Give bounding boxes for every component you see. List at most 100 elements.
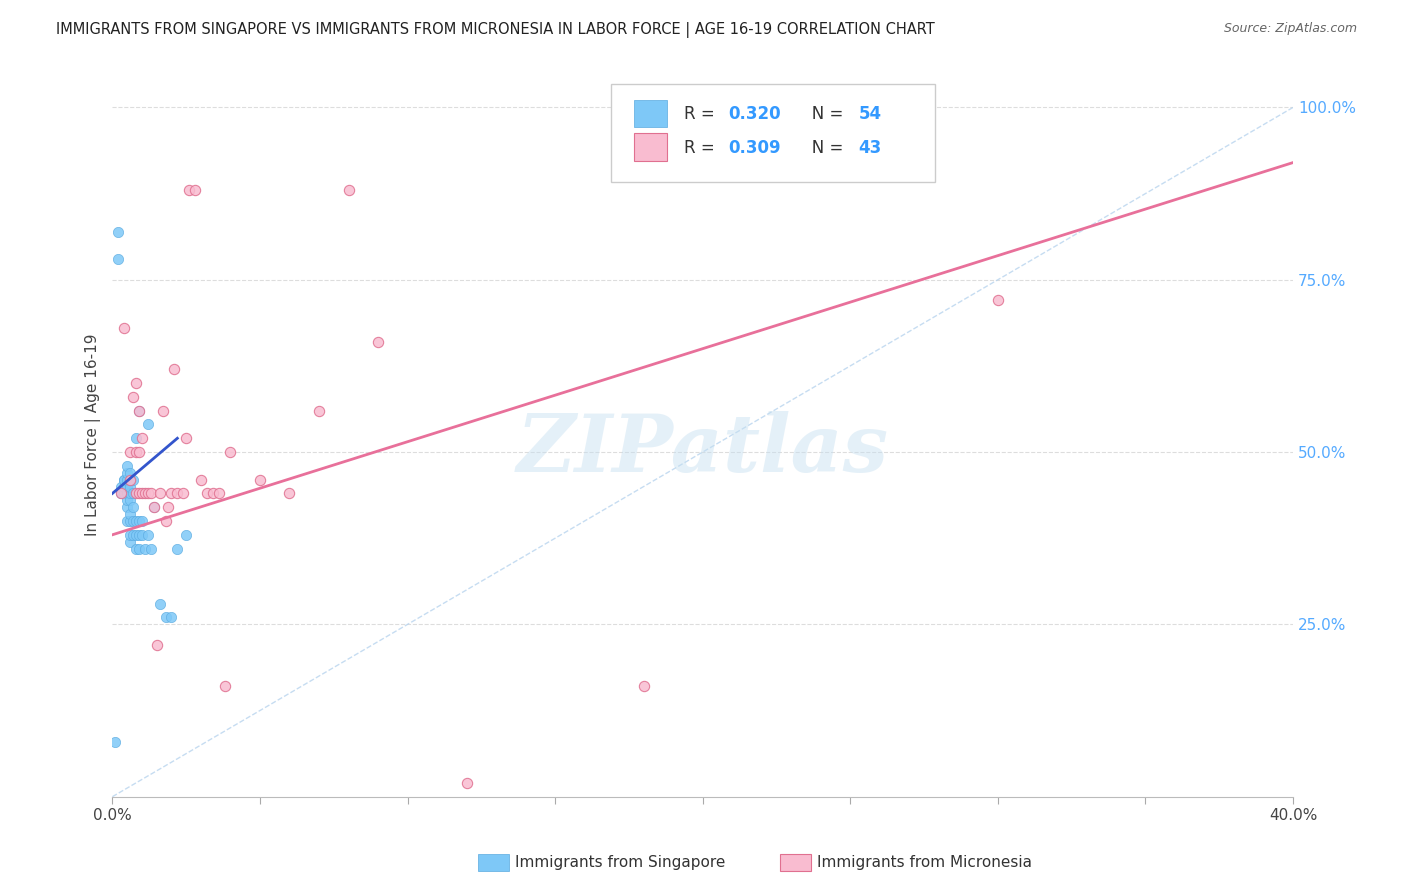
Point bbox=[160, 486, 183, 500]
Point bbox=[149, 486, 172, 500]
Point bbox=[139, 486, 162, 500]
Point bbox=[195, 486, 218, 500]
Point bbox=[149, 597, 172, 611]
Point bbox=[128, 541, 150, 556]
Point bbox=[134, 486, 156, 500]
Point bbox=[131, 431, 153, 445]
Text: Source: ZipAtlas.com: Source: ZipAtlas.com bbox=[1223, 22, 1357, 36]
Text: Immigrants from Micronesia: Immigrants from Micronesia bbox=[817, 855, 1032, 870]
Point bbox=[145, 638, 167, 652]
Point bbox=[190, 473, 212, 487]
Point bbox=[110, 486, 132, 500]
Point bbox=[120, 473, 142, 487]
Point bbox=[152, 403, 174, 417]
Point bbox=[110, 486, 132, 500]
Point bbox=[179, 183, 201, 197]
Point bbox=[115, 479, 138, 493]
Point bbox=[166, 486, 188, 500]
Point bbox=[115, 493, 138, 508]
Point bbox=[136, 417, 159, 432]
Text: ZIPatlas: ZIPatlas bbox=[516, 410, 889, 488]
Y-axis label: In Labor Force | Age 16-19: In Labor Force | Age 16-19 bbox=[86, 334, 101, 536]
Text: N =: N = bbox=[796, 105, 849, 123]
Point bbox=[115, 466, 138, 480]
Point bbox=[107, 252, 129, 266]
Point bbox=[125, 541, 148, 556]
Point bbox=[337, 183, 360, 197]
Point bbox=[128, 445, 150, 459]
Point bbox=[142, 500, 165, 515]
Point bbox=[155, 514, 177, 528]
Point bbox=[112, 486, 135, 500]
Point bbox=[166, 541, 188, 556]
Point bbox=[184, 183, 207, 197]
Point bbox=[128, 403, 150, 417]
Point bbox=[139, 541, 162, 556]
Point bbox=[163, 362, 186, 376]
Point bbox=[456, 776, 478, 790]
Text: 54: 54 bbox=[859, 105, 882, 123]
Point bbox=[120, 514, 142, 528]
Point bbox=[120, 473, 142, 487]
Point bbox=[125, 376, 148, 391]
Point bbox=[308, 403, 330, 417]
Point bbox=[122, 486, 145, 500]
Point bbox=[987, 293, 1010, 308]
Point bbox=[110, 479, 132, 493]
Text: N =: N = bbox=[796, 138, 849, 156]
Point bbox=[122, 390, 145, 404]
Point bbox=[128, 486, 150, 500]
Point bbox=[107, 225, 129, 239]
Point bbox=[122, 514, 145, 528]
Point bbox=[115, 514, 138, 528]
Point bbox=[125, 528, 148, 542]
Point bbox=[120, 493, 142, 508]
Point bbox=[125, 445, 148, 459]
Point bbox=[160, 610, 183, 624]
Point bbox=[128, 514, 150, 528]
Point bbox=[112, 473, 135, 487]
Point bbox=[134, 486, 156, 500]
Point bbox=[157, 500, 180, 515]
Point bbox=[122, 473, 145, 487]
Point bbox=[115, 458, 138, 473]
Point bbox=[208, 486, 231, 500]
Point bbox=[134, 541, 156, 556]
Point bbox=[131, 514, 153, 528]
Point bbox=[115, 500, 138, 515]
Text: IMMIGRANTS FROM SINGAPORE VS IMMIGRANTS FROM MICRONESIA IN LABOR FORCE | AGE 16-: IMMIGRANTS FROM SINGAPORE VS IMMIGRANTS … bbox=[56, 22, 935, 38]
Point bbox=[131, 486, 153, 500]
Point bbox=[155, 610, 177, 624]
Point bbox=[174, 431, 197, 445]
Point bbox=[112, 479, 135, 493]
Point bbox=[125, 486, 148, 500]
Point bbox=[120, 466, 142, 480]
Point bbox=[633, 680, 655, 694]
Point bbox=[120, 479, 142, 493]
FancyBboxPatch shape bbox=[634, 100, 668, 128]
Point bbox=[122, 528, 145, 542]
Point bbox=[174, 528, 197, 542]
Point bbox=[201, 486, 224, 500]
FancyBboxPatch shape bbox=[610, 84, 935, 182]
Point bbox=[125, 431, 148, 445]
Point bbox=[120, 534, 142, 549]
Point bbox=[131, 528, 153, 542]
Point bbox=[120, 507, 142, 521]
Point bbox=[249, 473, 271, 487]
Point bbox=[128, 403, 150, 417]
Point bbox=[112, 473, 135, 487]
Point bbox=[214, 680, 236, 694]
Point bbox=[120, 528, 142, 542]
Point bbox=[136, 486, 159, 500]
Text: R =: R = bbox=[683, 138, 720, 156]
Point bbox=[142, 500, 165, 515]
FancyBboxPatch shape bbox=[634, 133, 668, 161]
Point bbox=[278, 486, 301, 500]
Point bbox=[128, 528, 150, 542]
Point bbox=[136, 528, 159, 542]
Point bbox=[110, 486, 132, 500]
Point bbox=[115, 486, 138, 500]
Point bbox=[104, 734, 127, 748]
Point bbox=[115, 473, 138, 487]
